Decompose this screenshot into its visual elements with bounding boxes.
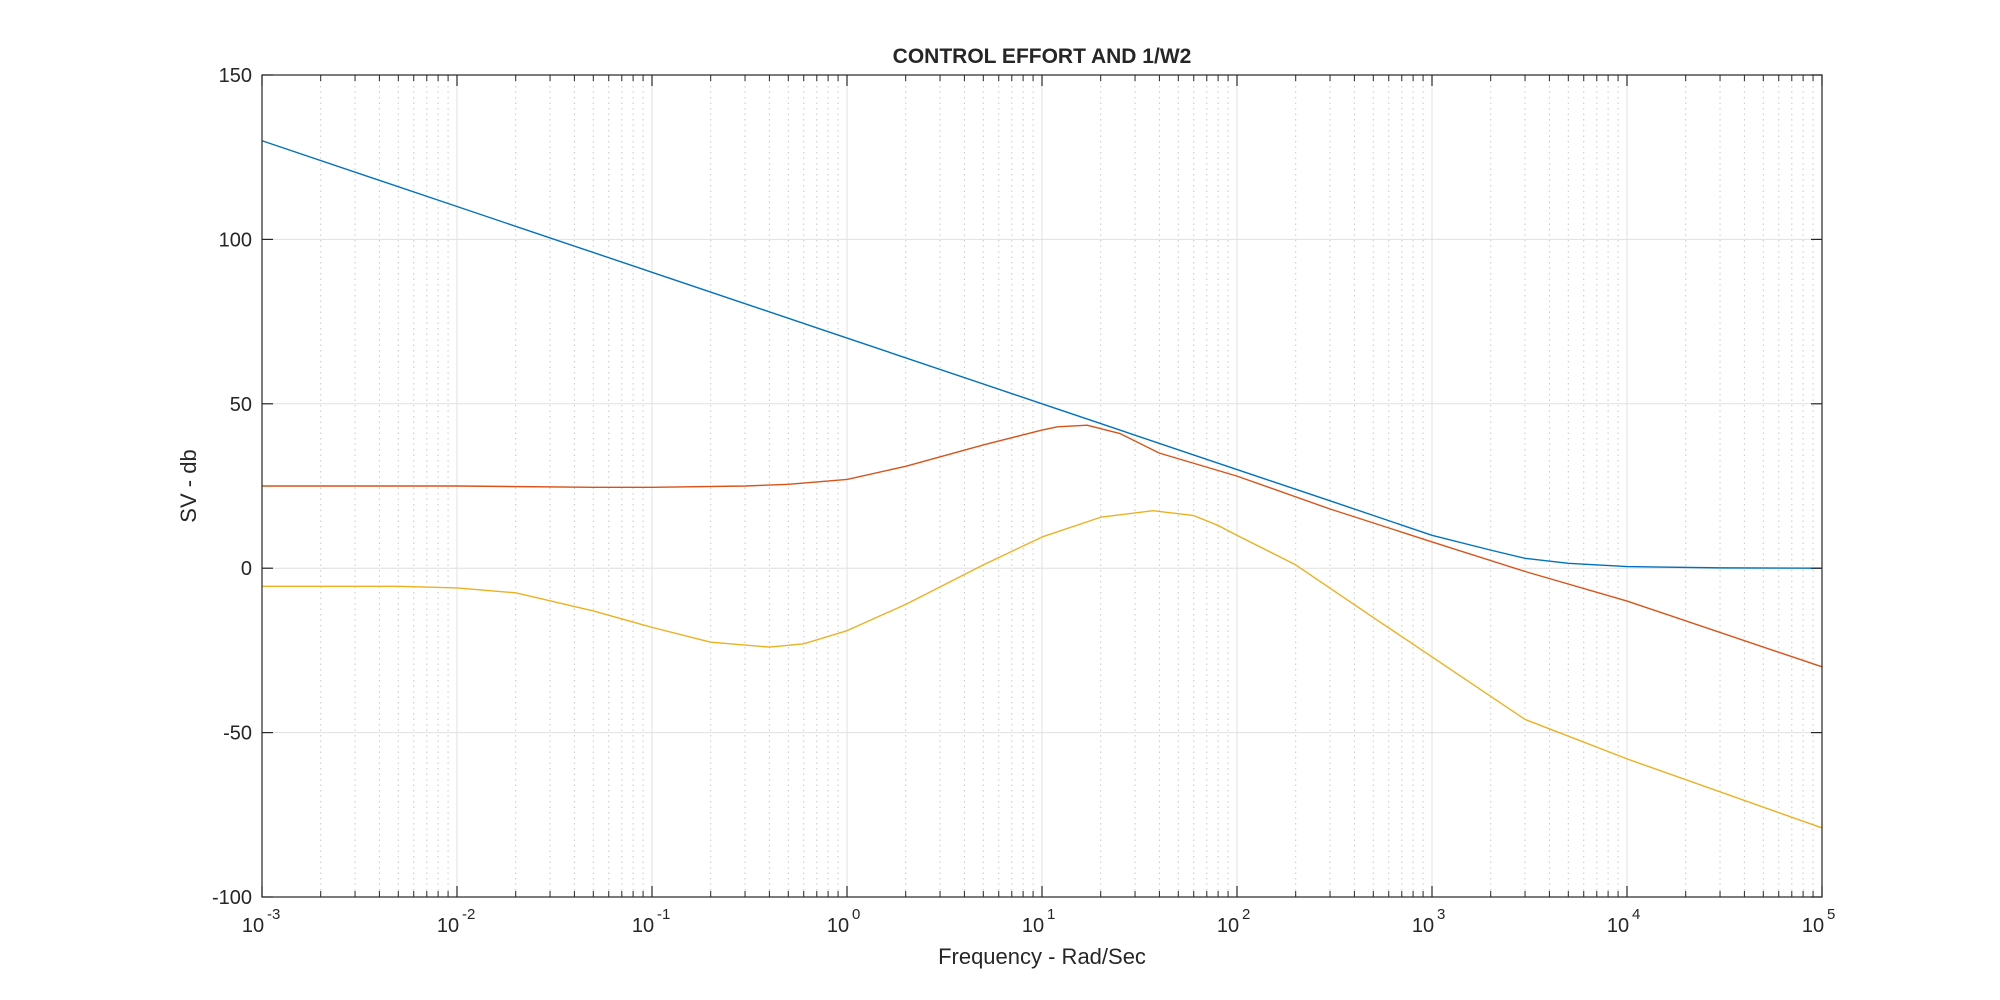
y-tick-label: -100: [212, 887, 252, 909]
y-tick-label: -50: [223, 723, 252, 745]
y-tick-label: 150: [219, 65, 252, 87]
y-tick-label: 100: [219, 229, 252, 251]
series-line-1: [261, 140, 1823, 569]
x-tick-exponent: -1: [657, 906, 670, 923]
x-tick-label: 10: [1607, 915, 1629, 937]
y-tick-label: 50: [230, 394, 252, 416]
x-tick-exponent: -3: [267, 906, 280, 923]
x-tick-label: 10: [242, 915, 264, 937]
x-tick-exponent: -2: [462, 906, 475, 923]
tick-marks: [261, 74, 1823, 898]
x-tick-exponent: 5: [1827, 906, 1835, 923]
series-lines: [261, 140, 1823, 829]
x-tick-label: 10: [632, 915, 654, 937]
x-tick-label: 10: [827, 915, 849, 937]
x-tick-label: 10: [1802, 915, 1824, 937]
x-tick-exponent: 4: [1632, 906, 1640, 923]
series-line-3: [262, 509, 1823, 829]
x-tick-label: 10: [437, 915, 459, 937]
x-axis-label: Frequency - Rad/Sec: [938, 944, 1146, 969]
y-tick-label: 0: [241, 558, 252, 580]
x-tick-exponent: 0: [852, 906, 860, 923]
x-tick-label: 10: [1412, 915, 1434, 937]
y-tick-labels: -100 -50 0 50 100 150: [212, 65, 252, 909]
chart-title: CONTROL EFFORT AND 1/W2: [893, 45, 1192, 68]
x-tick-exponent: 3: [1437, 906, 1445, 923]
series-line-2: [262, 424, 1823, 668]
x-tick-label: 10: [1022, 915, 1044, 937]
x-tick-exponent: 1: [1047, 906, 1055, 923]
y-axis-label: SV - db: [176, 449, 201, 522]
x-tick-label: 10: [1217, 915, 1239, 937]
x-tick-exponent: 2: [1242, 906, 1250, 923]
